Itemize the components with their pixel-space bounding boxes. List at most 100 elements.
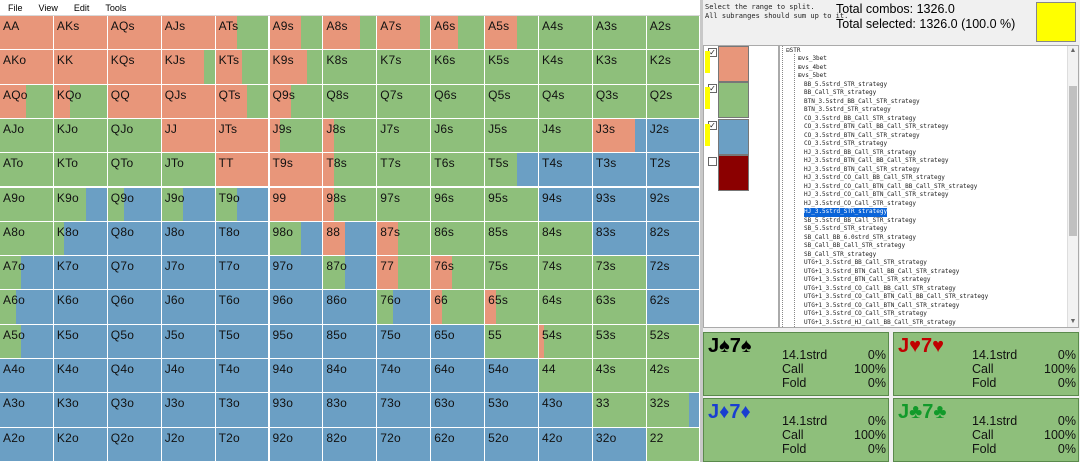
hand-cell[interactable]: 96o	[269, 290, 324, 325]
hand-cell[interactable]: T4s	[539, 153, 593, 188]
tree-node-root[interactable]: ⊟STR	[786, 46, 801, 54]
tree-node[interactable]: CO_3.5strd_BTN_Call_STR_strategy	[804, 131, 920, 139]
subrange-checkbox[interactable]	[708, 157, 717, 166]
tree-node-selected[interactable]: HJ_3.5strd_STR_strategy	[804, 208, 888, 217]
hand-cell[interactable]: 94s	[539, 187, 593, 222]
hand-cell[interactable]: A6o	[0, 290, 54, 325]
tree-node[interactable]: SB_Call_BB_Call_STR_strategy	[804, 242, 906, 249]
hand-cell[interactable]: 66	[431, 290, 486, 325]
hand-cell[interactable]: A9s	[269, 16, 324, 51]
hand-cell[interactable]: 74s	[539, 256, 593, 291]
menu-view[interactable]: View	[38, 2, 58, 13]
hand-cell[interactable]: Q6s	[431, 84, 486, 119]
hand-cell[interactable]: 52o	[485, 427, 539, 462]
tree-node[interactable]: CO_3.5strd_BTN_Call_BB_Call_STR_strategy	[804, 123, 949, 130]
hand-cell[interactable]: 54s	[539, 324, 593, 359]
tree-node[interactable]: BTN_3.5strd_STR_strategy	[804, 106, 891, 113]
tree-node[interactable]: UTG+1_3.5strd_CO_Call_STR_strategy	[804, 310, 927, 317]
tree-node[interactable]: CO_3.5strd_STR_strategy	[804, 140, 888, 147]
hand-cell[interactable]: 74o	[377, 359, 432, 394]
hand-cell[interactable]: 63s	[592, 290, 647, 325]
subrange-color-swatch[interactable]	[718, 119, 749, 155]
hand-cell[interactable]: 32s	[646, 393, 700, 428]
hand-cell[interactable]: 93o	[269, 393, 324, 428]
hand-cell[interactable]: Q2s	[646, 84, 700, 119]
hand-cell[interactable]: A4o	[0, 359, 54, 394]
hand-cell[interactable]: 95s	[485, 187, 539, 222]
hand-cell[interactable]: 88	[323, 221, 378, 257]
tree-node[interactable]: SB_Call_BB_6.0strd_STR_strategy	[804, 233, 916, 241]
hand-cell[interactable]: KK	[53, 50, 108, 85]
hand-cell[interactable]: J4s	[539, 118, 593, 154]
hand-cell[interactable]: 22	[646, 427, 700, 462]
scrollbar-thumb[interactable]	[1069, 86, 1077, 236]
hand-cell[interactable]: 83o	[323, 393, 378, 428]
hand-cell[interactable]: 73o	[377, 393, 432, 428]
tree-node[interactable]: UTG+1_3.5strd_BB_Call_STR_strategy	[804, 259, 927, 266]
tree-node[interactable]: HJ_3.5strd_BTN_Call_STR_strategy	[804, 165, 920, 173]
hand-cell[interactable]: K4o	[53, 359, 108, 394]
tree-node[interactable]: UTG+1_3.5strd_CO_Call_BB_Call_STR_strate…	[804, 284, 956, 292]
tree-node[interactable]: UTG+1_3.5strd_HJ_Call_BB_Call_STR_strate…	[804, 318, 956, 326]
subrange-row[interactable]: ✓	[704, 46, 778, 82]
hand-cell[interactable]: 43o	[539, 393, 593, 428]
highlight-color-swatch[interactable]	[1036, 2, 1076, 42]
hand-cell[interactable]: KQs	[107, 50, 162, 85]
hand-cell[interactable]: 55	[485, 324, 539, 359]
hand-cell[interactable]: K8o	[53, 221, 108, 257]
hand-cell[interactable]: T5s	[485, 153, 539, 188]
hand-cell[interactable]: Q9s	[269, 84, 324, 119]
subrange-color-swatch[interactable]	[718, 82, 749, 118]
hand-cell[interactable]: 96s	[431, 187, 486, 222]
hand-cell[interactable]: J2o	[161, 427, 216, 462]
hand-cell[interactable]: 94o	[269, 359, 324, 394]
hand-cell[interactable]: A2o	[0, 427, 54, 462]
hand-cell[interactable]: 52s	[646, 324, 700, 359]
hand-cell[interactable]: K4s	[539, 50, 593, 85]
hand-cell[interactable]: 64s	[539, 290, 593, 325]
tree-node[interactable]: CO_3.5strd_BB_Call_STR_strategy	[804, 114, 916, 122]
hand-cell[interactable]: 98s	[323, 187, 378, 222]
hand-cell[interactable]: K3o	[53, 393, 108, 428]
subrange-row[interactable]: ✓	[704, 119, 778, 155]
hand-cell[interactable]: QJo	[107, 118, 162, 154]
hand-cell[interactable]: AQs	[107, 16, 162, 51]
hand-cell[interactable]: Q5o	[107, 324, 162, 359]
hand-cell[interactable]: A2s	[646, 16, 700, 51]
hand-cell[interactable]: QJs	[161, 84, 216, 119]
hand-cell[interactable]: 53o	[485, 393, 539, 428]
hand-cell[interactable]: K6s	[431, 50, 486, 85]
hand-cell[interactable]: 86s	[431, 221, 486, 257]
hand-cell[interactable]: 53s	[592, 324, 647, 359]
hand-cell[interactable]: AQo	[0, 84, 54, 119]
hand-cell[interactable]: 42o	[539, 427, 593, 462]
hand-cell[interactable]: 32o	[592, 427, 647, 462]
panel-divider[interactable]	[700, 0, 703, 462]
hand-cell[interactable]: A8o	[0, 221, 54, 257]
menu-tools[interactable]: Tools	[105, 2, 127, 13]
hand-cell[interactable]: K7o	[53, 256, 108, 291]
hand-cell[interactable]: Q5s	[485, 84, 539, 119]
hand-cell[interactable]: A5o	[0, 324, 54, 359]
tree-node[interactable]: HJ_3.5strd_CO_Call_BTN_Call_STR_strategy	[804, 191, 949, 198]
hand-cell[interactable]: T2o	[215, 427, 270, 462]
hand-cell[interactable]: 75o	[377, 324, 432, 359]
hand-cell[interactable]: J9s	[269, 118, 324, 154]
hand-cell[interactable]: J4o	[161, 359, 216, 394]
scroll-down-icon[interactable]: ▼	[1069, 318, 1077, 325]
tree-node[interactable]: BB_5.5strd_STR_strategy	[804, 80, 888, 88]
hand-cell[interactable]: AKs	[53, 16, 108, 51]
hand-cell[interactable]: 87o	[323, 256, 378, 291]
hand-cell[interactable]: K8s	[323, 50, 378, 85]
hand-cell[interactable]: 42s	[646, 359, 700, 394]
hand-cell[interactable]: 97s	[377, 187, 432, 222]
tree-node[interactable]: UTG+1_3.5strd_BTN_Call_STR_strategy	[804, 276, 931, 283]
hand-cell[interactable]: A3o	[0, 393, 54, 428]
hand-cell[interactable]: KJo	[53, 118, 108, 154]
hand-cell[interactable]: 85o	[323, 324, 378, 359]
hand-cell[interactable]: J3s	[592, 118, 647, 154]
hand-cell[interactable]: 75s	[485, 256, 539, 291]
hand-cell[interactable]: 73s	[592, 256, 647, 291]
hand-cell[interactable]: J6s	[431, 118, 486, 154]
hand-cell[interactable]: 98o	[269, 221, 324, 257]
